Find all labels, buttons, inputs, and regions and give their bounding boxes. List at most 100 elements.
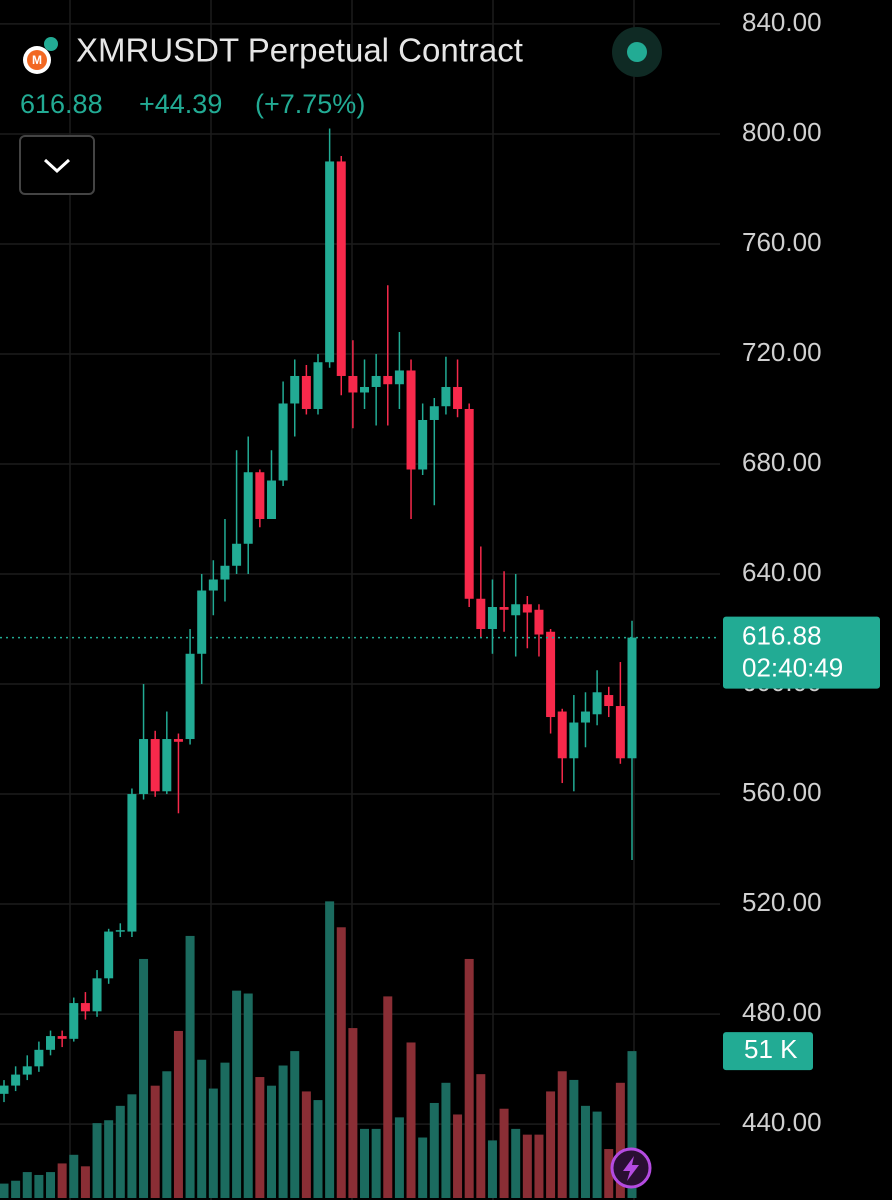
price-tag-countdown: 02:40:49 <box>742 652 843 682</box>
volume-bar <box>627 1051 637 1198</box>
volume-bar <box>429 1102 439 1198</box>
candle-body <box>464 408 474 599</box>
volume-bar <box>290 1051 300 1198</box>
candle-body <box>243 472 253 544</box>
volume-bar <box>150 1085 160 1198</box>
candle-body <box>290 375 300 404</box>
volume-bar <box>278 1065 288 1198</box>
y-tick-label: 480.00 <box>742 997 822 1027</box>
candle-body <box>232 543 242 566</box>
volume-bar <box>580 1105 590 1198</box>
y-tick-label: 440.00 <box>742 1107 822 1137</box>
candle-body <box>80 1003 90 1012</box>
candle-body <box>383 375 393 385</box>
y-tick-label: 720.00 <box>742 337 822 367</box>
volume <box>0 901 637 1198</box>
volume-bar <box>499 1108 509 1198</box>
volume-bar <box>22 1172 32 1198</box>
candle-body <box>255 472 265 520</box>
candle-body <box>499 607 509 610</box>
candle-body <box>104 931 114 979</box>
candle-body <box>185 653 195 740</box>
candle-body <box>57 1036 67 1039</box>
volume-bar <box>418 1137 428 1198</box>
candle-body <box>441 386 451 407</box>
lightning-button[interactable] <box>610 1147 652 1189</box>
candle-body <box>511 604 521 616</box>
candle-body <box>336 161 346 376</box>
candle-body <box>569 722 579 759</box>
volume-bar <box>255 1077 265 1198</box>
volume-bar <box>360 1128 370 1198</box>
header-price: 616.88 <box>20 89 103 119</box>
price-axis: 840.00800.00760.00720.00680.00640.00600.… <box>742 7 822 1137</box>
volume-bar <box>185 935 195 1198</box>
candle-body <box>557 711 567 759</box>
candle-body <box>604 695 614 707</box>
volume-bar <box>557 1071 567 1198</box>
coin-icon-letter: M <box>32 53 42 67</box>
candle-body <box>208 579 218 591</box>
candle-body <box>348 375 358 393</box>
candle-body <box>313 362 323 409</box>
volume-bar <box>57 1163 67 1198</box>
y-tick-label: 640.00 <box>742 557 822 587</box>
volume-bar <box>313 1100 323 1198</box>
candle-body <box>173 739 183 742</box>
candle-body <box>22 1066 32 1075</box>
candle-body <box>69 1003 79 1039</box>
candle-body <box>115 930 125 932</box>
volume-bar <box>441 1082 451 1198</box>
candle-body <box>406 370 416 470</box>
volume-bar <box>569 1079 579 1198</box>
volume-bar <box>46 1172 56 1198</box>
candle-body <box>197 590 207 654</box>
chevron <box>43 158 71 174</box>
candle-body <box>150 739 160 792</box>
volume-bar <box>511 1128 521 1198</box>
candle-body <box>220 565 230 580</box>
title: XMRUSDT Perpetual Contract <box>76 32 523 69</box>
candle-body <box>162 739 172 792</box>
volume-bar <box>615 1082 625 1198</box>
candle-body <box>139 739 149 795</box>
volume-bar <box>464 958 474 1198</box>
volume-bar <box>534 1134 544 1198</box>
volume-bar <box>162 1071 172 1198</box>
volume-bar <box>453 1114 463 1198</box>
volume-bar <box>592 1111 602 1198</box>
y-tick-label: 520.00 <box>742 887 822 917</box>
candle-body <box>546 631 556 718</box>
candle-body <box>34 1049 44 1067</box>
candle-body <box>127 794 137 932</box>
candle-body <box>615 706 625 759</box>
candle-body <box>534 609 544 635</box>
candle-body <box>360 386 370 393</box>
volume-bar <box>476 1074 486 1198</box>
volume-bar <box>604 1149 614 1198</box>
header: M XMRUSDT Perpetual Contract 616.88 +44.… <box>19 27 662 195</box>
volume-bar <box>348 1028 358 1198</box>
y-tick-label: 760.00 <box>742 227 822 257</box>
y-tick-label: 560.00 <box>742 777 822 807</box>
y-tick-label: 680.00 <box>742 447 822 477</box>
candle-body <box>278 403 288 481</box>
candle-body <box>418 419 428 470</box>
header-change: +44.39 <box>139 89 222 119</box>
candle-body <box>453 386 463 409</box>
candles <box>0 128 637 1103</box>
coin-icon-inner <box>27 50 47 70</box>
candle-body <box>522 604 532 613</box>
volume-bar <box>92 1123 102 1198</box>
candle-body <box>325 161 335 363</box>
y-tick-label: 800.00 <box>742 117 822 147</box>
volume-tag <box>723 1032 813 1071</box>
candle-body <box>301 375 311 409</box>
volume-bar <box>115 1105 125 1198</box>
candle-body <box>476 598 486 630</box>
collapse-button[interactable] <box>19 135 95 195</box>
y-tick-label: 840.00 <box>742 7 822 37</box>
volume-bar <box>34 1174 44 1198</box>
